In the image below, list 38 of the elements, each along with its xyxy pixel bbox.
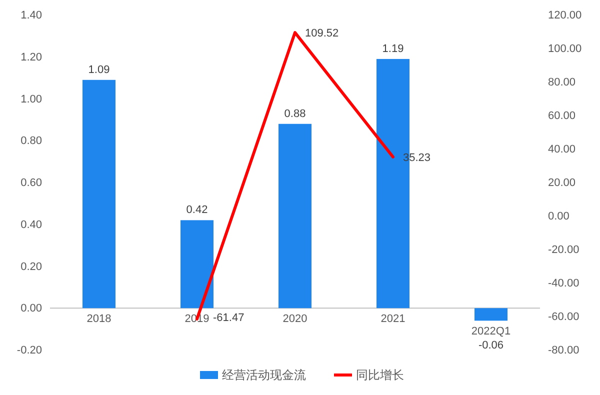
y2-tick-label: -80.00 xyxy=(548,344,580,357)
y-tick-label: 1.20 xyxy=(20,51,42,64)
y-tick-label: 0.40 xyxy=(20,218,42,231)
bar xyxy=(474,308,508,321)
y-tick-label: 0.80 xyxy=(20,135,42,148)
y-tick-label: 1.40 xyxy=(20,10,42,22)
y2-tick-label: -60.00 xyxy=(548,311,580,324)
y2-tick-label: 40.00 xyxy=(548,144,576,156)
legend-label: 经营活动现金流 xyxy=(222,368,306,382)
data-label: 109.52 xyxy=(305,28,339,40)
x-tick-label: 2020 xyxy=(282,313,308,326)
bar xyxy=(180,220,214,308)
x-tick-label: 2019 xyxy=(184,313,210,326)
y2-tick-label: 120.00 xyxy=(548,10,582,22)
data-label: -61.47 xyxy=(213,312,244,324)
y2-tick-label: 100.00 xyxy=(548,43,582,56)
y-tick-label: 0.60 xyxy=(20,177,42,190)
y-tick-label: 1.00 xyxy=(20,93,42,106)
data-label: 0.88 xyxy=(284,108,306,120)
y2-tick-label: 80.00 xyxy=(548,76,576,89)
y2-tick-label: -40.00 xyxy=(548,278,580,290)
bar xyxy=(82,80,116,308)
bar xyxy=(278,124,312,308)
data-label: 0.42 xyxy=(186,204,208,216)
data-label: -0.06 xyxy=(478,340,504,352)
data-label: 1.09 xyxy=(88,64,110,76)
legend-label: 同比增长 xyxy=(356,368,404,382)
x-tick-label: 2021 xyxy=(380,313,406,326)
y-tick-label: 0.20 xyxy=(20,260,42,273)
data-label: 1.19 xyxy=(382,42,404,55)
y2-tick-label: 0.00 xyxy=(548,210,570,223)
y-tick-label: -0.20 xyxy=(16,344,42,357)
y2-tick-label: 60.00 xyxy=(548,110,576,122)
x-tick-label: 2018 xyxy=(86,313,112,326)
y-tick-label: 0.00 xyxy=(20,302,42,315)
y2-tick-label: -20.00 xyxy=(548,244,580,256)
x-tick-label: 2022Q1 xyxy=(471,326,511,338)
y2-tick-label: 20.00 xyxy=(548,177,576,190)
